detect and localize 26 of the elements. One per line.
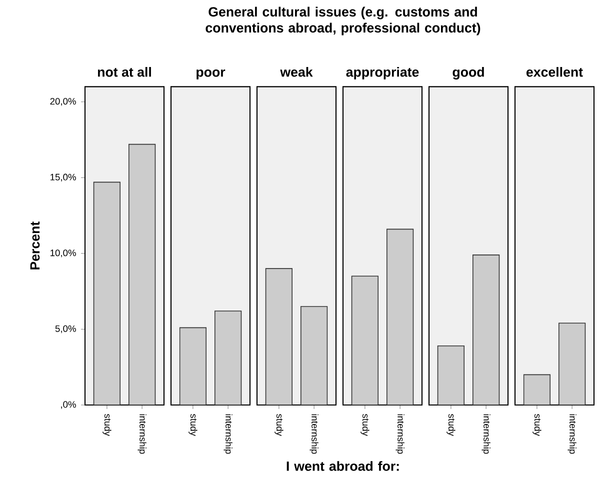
x-tick-label: study [532,414,542,436]
chart-title: poor [196,69,226,80]
y-tick-label: 10,0% [50,250,76,258]
x-tick-label: internship [310,414,318,454]
chart-title: weak [280,66,313,77]
x-tick-label: internship [138,414,146,454]
chart-title: excellent [526,66,583,77]
x-tick-label: internship [482,414,490,454]
y-axis-title: Percent [30,222,40,270]
x-tick-label: internship [396,414,404,454]
x-tick-label: internship [224,414,232,454]
x-tick-label: internship [568,414,576,454]
chart-title: good [452,66,484,80]
x-tick-label: study [274,414,284,436]
x-tick-label: study [102,414,112,436]
chart-title: appropriate [346,66,419,80]
x-tick-label: study [446,414,456,436]
y-tick-label: 5,0% [55,325,76,334]
text: General cultural issues (e.g. customs and conventions abroad, professional conduct) [206,6,480,36]
text: I went abroad for: [286,461,399,471]
x-tick-label: study [188,414,198,436]
y-tick-label: 20,0% [50,98,76,106]
x-tick-label: study [360,414,370,436]
y-tick-label: 15,0% [50,174,76,182]
y-tick-label: ,0% [61,401,76,409]
chart-title: not at all [98,66,151,77]
